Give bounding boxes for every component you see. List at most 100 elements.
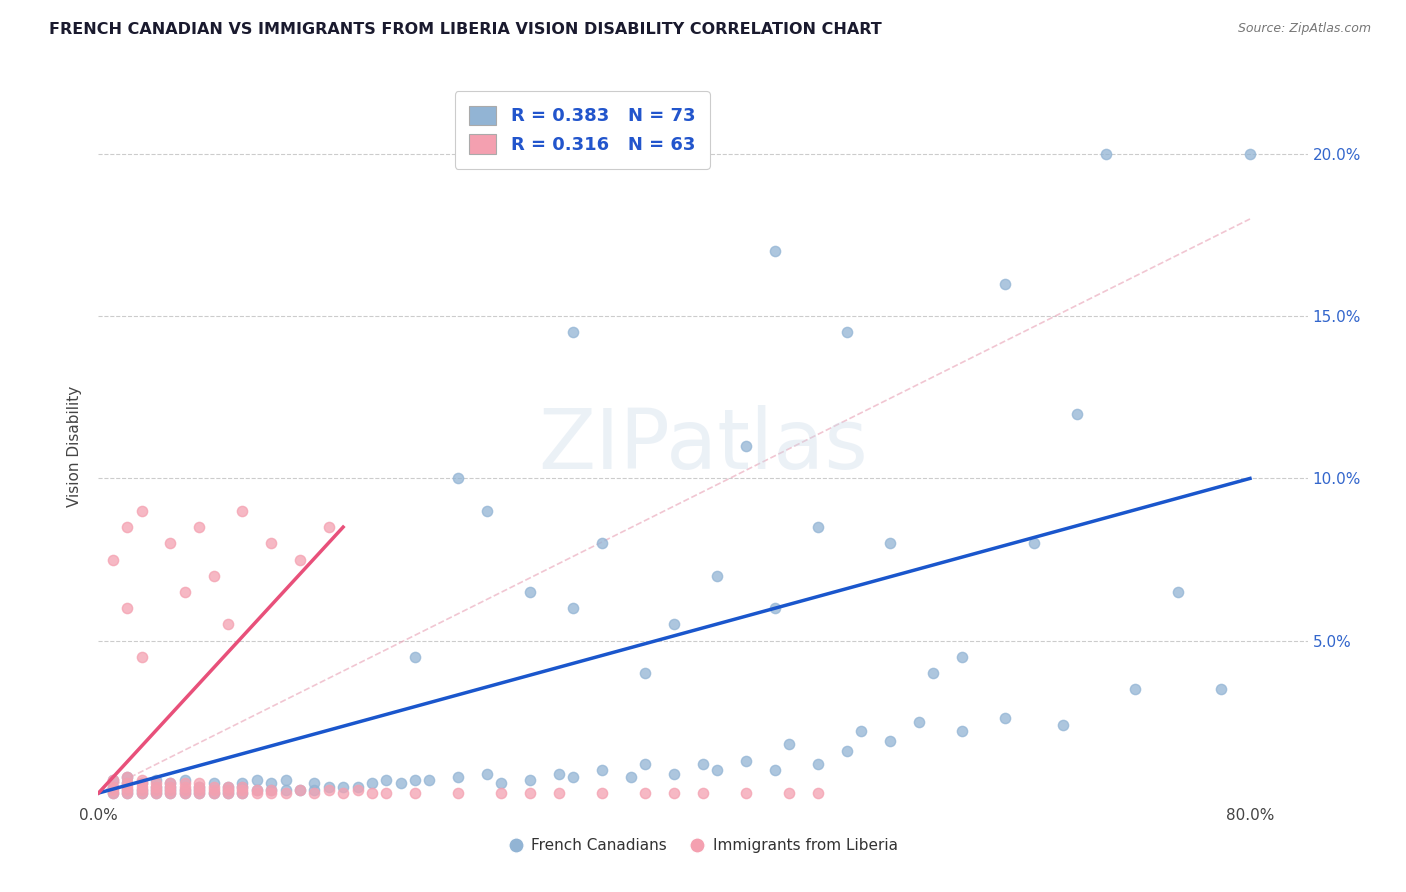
Point	[304, 786, 326, 800]
Legend: French Canadians, Immigrants from Liberia: French Canadians, Immigrants from Liberi…	[502, 832, 904, 859]
Point	[332, 786, 354, 800]
Point	[288, 782, 311, 797]
Point	[231, 504, 253, 518]
Point	[202, 786, 225, 800]
Point	[159, 776, 181, 790]
Point	[692, 756, 714, 771]
Text: FRENCH CANADIAN VS IMMIGRANTS FROM LIBERIA VISION DISABILITY CORRELATION CHART: FRENCH CANADIAN VS IMMIGRANTS FROM LIBER…	[49, 22, 882, 37]
Point	[763, 244, 786, 259]
Point	[115, 786, 138, 800]
Point	[404, 786, 426, 800]
Point	[145, 786, 167, 800]
Point	[361, 786, 384, 800]
Point	[202, 782, 225, 797]
Point	[288, 552, 311, 566]
Point	[246, 782, 269, 797]
Point	[231, 786, 253, 800]
Point	[246, 773, 269, 788]
Point	[835, 744, 858, 758]
Point	[202, 780, 225, 794]
Point	[346, 780, 368, 794]
Point	[131, 776, 153, 790]
Point	[879, 536, 901, 550]
Point	[131, 773, 153, 788]
Point	[318, 782, 340, 797]
Point	[173, 776, 195, 790]
Point	[115, 601, 138, 615]
Point	[922, 666, 945, 681]
Text: Source: ZipAtlas.com: Source: ZipAtlas.com	[1237, 22, 1371, 36]
Point	[274, 782, 297, 797]
Point	[807, 520, 830, 534]
Point	[634, 756, 657, 771]
Point	[131, 649, 153, 664]
Point	[735, 786, 758, 800]
Point	[994, 711, 1017, 725]
Point	[101, 552, 124, 566]
Point	[131, 504, 153, 518]
Point	[778, 738, 800, 752]
Point	[217, 780, 239, 794]
Point	[1066, 407, 1088, 421]
Point	[101, 786, 124, 800]
Point	[173, 786, 195, 800]
Point	[447, 471, 470, 485]
Point	[1123, 682, 1146, 697]
Point	[115, 520, 138, 534]
Point	[115, 770, 138, 784]
Point	[447, 770, 470, 784]
Point	[620, 770, 643, 784]
Point	[908, 714, 931, 729]
Point	[217, 782, 239, 797]
Point	[519, 773, 541, 788]
Point	[159, 782, 181, 797]
Point	[159, 776, 181, 790]
Point	[115, 776, 138, 790]
Point	[807, 756, 830, 771]
Point	[562, 770, 585, 784]
Point	[591, 536, 613, 550]
Point	[807, 786, 830, 800]
Point	[447, 786, 470, 800]
Point	[131, 786, 153, 800]
Point	[115, 782, 138, 797]
Point	[202, 776, 225, 790]
Point	[131, 782, 153, 797]
Point	[145, 773, 167, 788]
Point	[1239, 147, 1261, 161]
Point	[763, 601, 786, 615]
Point	[231, 780, 253, 794]
Point	[145, 776, 167, 790]
Point	[188, 780, 211, 794]
Point	[217, 780, 239, 794]
Point	[188, 776, 211, 790]
Point	[188, 780, 211, 794]
Point	[173, 786, 195, 800]
Point	[950, 724, 973, 739]
Point	[548, 786, 571, 800]
Point	[131, 776, 153, 790]
Point	[260, 782, 283, 797]
Y-axis label: Vision Disability: Vision Disability	[67, 385, 83, 507]
Point	[231, 780, 253, 794]
Point	[260, 536, 283, 550]
Point	[404, 649, 426, 664]
Point	[231, 782, 253, 797]
Point	[115, 770, 138, 784]
Point	[246, 782, 269, 797]
Point	[591, 786, 613, 800]
Point	[389, 776, 412, 790]
Point	[304, 776, 326, 790]
Point	[173, 782, 195, 797]
Point	[159, 782, 181, 797]
Point	[475, 504, 498, 518]
Point	[763, 764, 786, 778]
Point	[1211, 682, 1233, 697]
Point	[778, 786, 800, 800]
Point	[318, 520, 340, 534]
Point	[260, 786, 283, 800]
Point	[188, 520, 211, 534]
Point	[1167, 585, 1189, 599]
Point	[491, 776, 513, 790]
Point	[634, 666, 657, 681]
